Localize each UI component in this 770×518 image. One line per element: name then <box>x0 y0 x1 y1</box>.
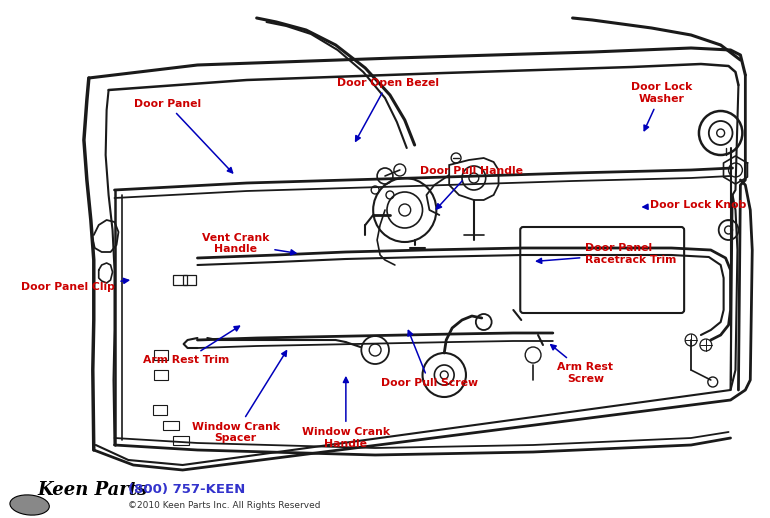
Text: Door Panel
Racetrack Trim: Door Panel Racetrack Trim <box>537 243 677 265</box>
Text: Vent Crank
Handle: Vent Crank Handle <box>202 233 296 255</box>
Text: Door Panel: Door Panel <box>134 98 233 173</box>
Ellipse shape <box>10 495 49 515</box>
Text: Door Panel Clip: Door Panel Clip <box>22 278 129 293</box>
Text: Window Crank
Handle: Window Crank Handle <box>302 378 390 449</box>
Text: Keen Parts: Keen Parts <box>38 481 148 499</box>
Text: Door Pull Screw: Door Pull Screw <box>381 330 478 388</box>
Bar <box>182 275 196 285</box>
Text: Window Crank
Spacer: Window Crank Spacer <box>192 351 286 443</box>
Bar <box>172 275 186 285</box>
Bar <box>153 405 167 415</box>
Bar <box>154 370 168 380</box>
Text: Door Open Bezel: Door Open Bezel <box>336 78 439 141</box>
Text: (800) 757-KEEN: (800) 757-KEEN <box>129 483 246 496</box>
Bar <box>154 350 168 360</box>
Text: Door Lock Knob: Door Lock Knob <box>643 199 746 210</box>
Text: ©2010 Keen Parts Inc. All Rights Reserved: ©2010 Keen Parts Inc. All Rights Reserve… <box>129 501 321 511</box>
Bar <box>172 436 189 445</box>
Bar <box>163 421 179 430</box>
Text: Door Pull Handle: Door Pull Handle <box>420 166 523 209</box>
Text: Door Lock
Washer: Door Lock Washer <box>631 82 692 131</box>
Text: Arm Rest Trim: Arm Rest Trim <box>143 326 239 365</box>
Text: Arm Rest
Screw: Arm Rest Screw <box>551 344 614 384</box>
